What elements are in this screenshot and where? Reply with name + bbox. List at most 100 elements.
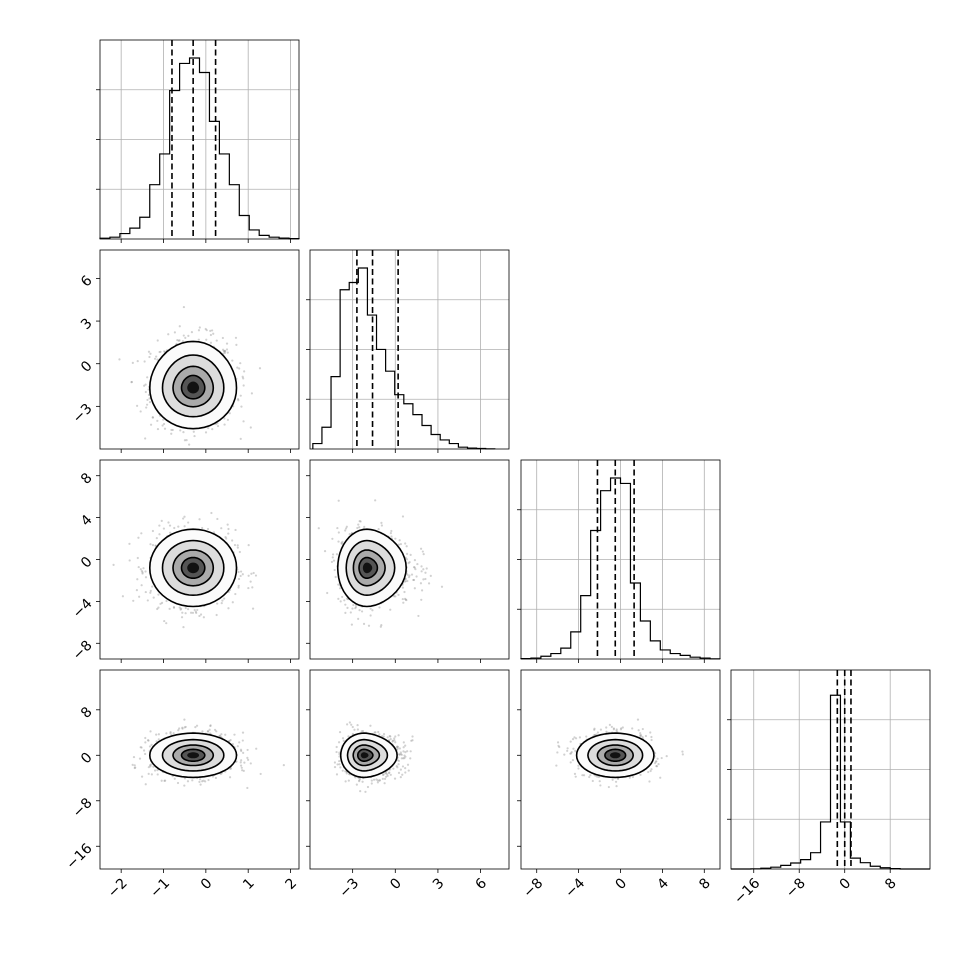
data-point <box>345 525 348 528</box>
data-point <box>424 571 427 574</box>
data-point <box>149 423 153 426</box>
data-point <box>384 771 387 774</box>
data-point <box>170 454 172 456</box>
data-point <box>169 732 172 735</box>
data-point <box>148 397 151 400</box>
data-point <box>405 598 408 602</box>
data-point <box>156 773 159 776</box>
data-point <box>406 579 409 583</box>
data-point <box>163 427 167 430</box>
density-level-4 <box>362 562 373 574</box>
data-point <box>216 602 219 605</box>
data-point <box>628 776 631 779</box>
data-point <box>655 764 658 768</box>
data-point <box>360 610 364 613</box>
data-point <box>239 437 242 440</box>
data-point <box>399 751 402 754</box>
data-point <box>382 733 386 736</box>
data-point <box>148 764 152 767</box>
data-point <box>209 329 212 332</box>
data-point <box>412 578 416 582</box>
data-point <box>350 723 353 726</box>
data-point <box>348 532 351 536</box>
data-point <box>194 726 197 729</box>
histogram-2 <box>520 477 721 660</box>
data-point <box>400 757 403 760</box>
data-point <box>160 779 163 782</box>
data-point <box>181 727 184 730</box>
data-point <box>236 544 239 547</box>
data-point <box>366 785 370 789</box>
data-point <box>227 607 230 610</box>
data-point <box>391 740 394 743</box>
data-point <box>240 759 243 762</box>
data-point <box>373 731 376 734</box>
data-point <box>379 625 382 628</box>
data-point <box>330 560 334 564</box>
data-point <box>362 622 366 625</box>
data-point <box>596 775 599 778</box>
data-point <box>151 585 154 588</box>
data-point <box>341 737 345 740</box>
data-point <box>394 741 397 744</box>
data-point <box>157 738 160 741</box>
data-point <box>228 412 231 415</box>
data-point <box>210 511 213 515</box>
data-point <box>168 524 172 527</box>
data-point <box>229 767 232 771</box>
data-point <box>163 779 166 782</box>
data-point <box>359 520 362 523</box>
data-point <box>167 333 170 336</box>
density-level-4 <box>360 752 369 759</box>
data-point <box>420 570 423 573</box>
data-point <box>361 729 365 733</box>
data-point <box>631 775 634 779</box>
data-point <box>344 770 347 773</box>
data-point <box>182 305 186 309</box>
data-point <box>228 739 231 743</box>
data-point <box>411 735 414 738</box>
data-point <box>234 592 237 596</box>
data-point <box>237 584 240 587</box>
data-point <box>132 755 136 759</box>
data-point <box>191 779 194 782</box>
data-point <box>221 348 225 351</box>
data-point <box>356 724 359 727</box>
data-point <box>566 749 569 752</box>
data-point <box>649 731 652 734</box>
data-point <box>399 543 402 546</box>
data-point <box>185 438 188 442</box>
data-point <box>184 612 187 615</box>
data-point <box>399 776 402 779</box>
data-point <box>411 739 414 742</box>
contour-2 <box>172 549 215 587</box>
data-point <box>378 779 382 782</box>
data-point <box>251 607 255 610</box>
data-point <box>420 598 423 601</box>
data-point <box>572 747 575 750</box>
contour-2 <box>172 744 215 767</box>
data-point <box>254 574 258 577</box>
data-point <box>681 750 684 753</box>
data-point <box>394 595 397 598</box>
data-point <box>163 350 166 353</box>
data-point <box>377 528 380 531</box>
data-point <box>429 574 432 577</box>
data-point <box>237 577 241 581</box>
data-point <box>589 774 592 777</box>
data-point <box>381 734 384 738</box>
data-point <box>347 779 350 782</box>
data-point <box>223 423 226 426</box>
data-point <box>193 434 196 438</box>
data-point <box>403 754 406 757</box>
data-point <box>160 601 164 604</box>
contour-3 <box>357 748 374 762</box>
data-point <box>389 532 392 535</box>
data-point <box>131 361 134 364</box>
data-point <box>359 790 362 793</box>
data-point <box>202 779 205 782</box>
data-point <box>422 578 425 581</box>
data-point <box>226 523 229 526</box>
data-point <box>569 752 572 755</box>
data-point <box>211 775 215 778</box>
